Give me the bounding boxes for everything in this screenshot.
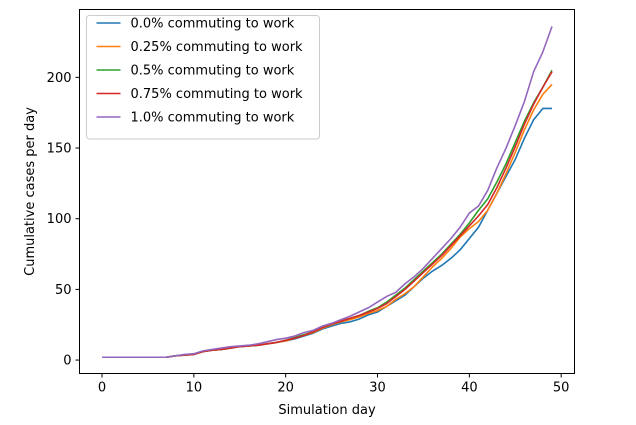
x-tick-label: 10 bbox=[186, 381, 203, 396]
x-tick-label: 0 bbox=[98, 381, 106, 396]
series-line-0 bbox=[102, 107, 552, 359]
legend: 0.0% commuting to work 0.25% commuting to… bbox=[86, 15, 320, 140]
y-tick-label: 150 bbox=[47, 142, 72, 157]
legend-label-4: 1.0% commuting to work bbox=[131, 111, 295, 126]
y-tick-label: 200 bbox=[47, 71, 72, 86]
x-tick-label: 20 bbox=[277, 381, 294, 396]
legend-label-1: 0.25% commuting to work bbox=[131, 40, 304, 55]
x-tick-label: 30 bbox=[369, 381, 386, 396]
y-tick-label: 100 bbox=[47, 212, 72, 227]
plot-lines bbox=[102, 26, 553, 359]
y-axis: 0 50 100 150 200 bbox=[47, 71, 80, 369]
x-axis: 0 10 20 30 40 50 bbox=[98, 373, 570, 396]
legend-box bbox=[86, 15, 320, 140]
x-axis-label: Simulation day bbox=[278, 403, 376, 418]
legend-label-2: 0.5% commuting to work bbox=[131, 64, 295, 79]
legend-label-3: 0.75% commuting to work bbox=[131, 87, 304, 102]
series-line-4 bbox=[102, 26, 553, 359]
y-tick-label: 0 bbox=[63, 354, 71, 369]
axes-frame bbox=[79, 9, 575, 374]
y-axis-label: Cumulative cases per day bbox=[23, 107, 38, 276]
x-tick-label: 40 bbox=[461, 381, 478, 396]
y-tick-label: 50 bbox=[55, 283, 72, 298]
legend-label-0: 0.0% commuting to work bbox=[131, 17, 295, 32]
x-tick-label: 50 bbox=[553, 381, 570, 396]
